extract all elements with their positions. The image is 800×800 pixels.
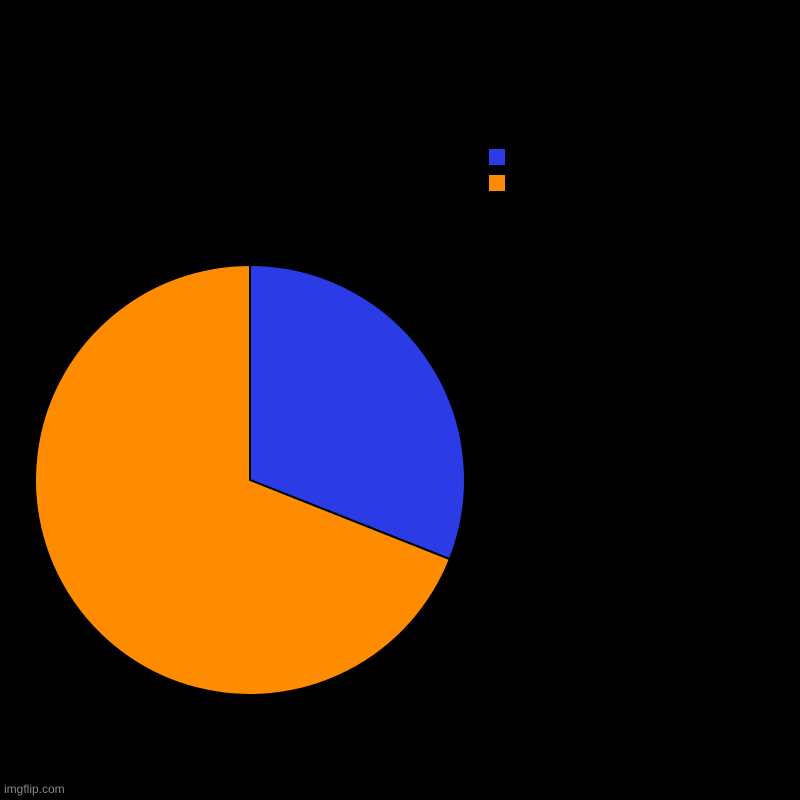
legend-swatch-0 xyxy=(488,148,506,166)
legend-item-1 xyxy=(488,174,514,192)
watermark: imgflip.com xyxy=(4,782,65,796)
legend-swatch-1 xyxy=(488,174,506,192)
legend-item-0 xyxy=(488,148,514,166)
chart-stage xyxy=(0,0,800,800)
legend xyxy=(488,148,514,192)
